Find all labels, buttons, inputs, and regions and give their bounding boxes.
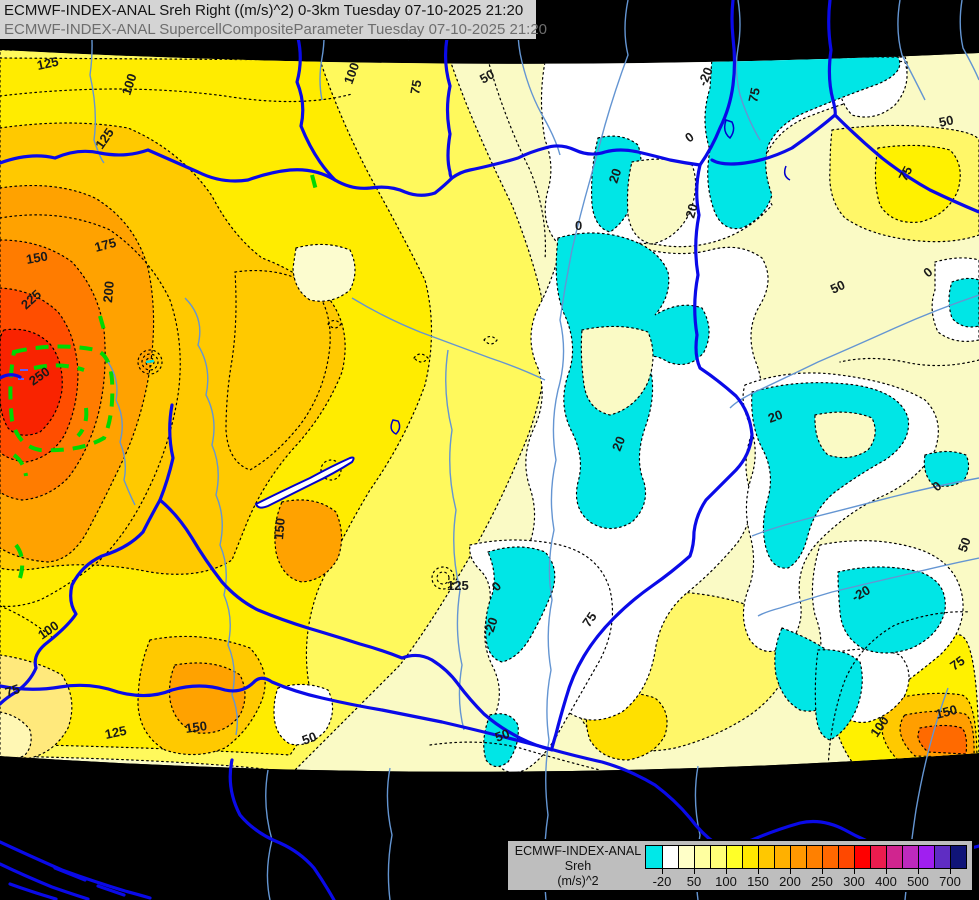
southeast-maximum — [831, 631, 979, 771]
title-line-primary: ECMWF-INDEX-ANAL Sreh Right ((m/s)^2) 0-… — [4, 2, 524, 19]
legend-tick-label: 400 — [875, 874, 897, 889]
legend-color-cell — [806, 846, 822, 868]
legend-model-name: ECMWF-INDEX-ANAL — [514, 844, 642, 858]
legend-color-cell — [790, 846, 806, 868]
legend-color-cell — [950, 846, 966, 868]
contour-label: 75 — [579, 609, 600, 629]
legend-tick-label: 100 — [715, 874, 737, 889]
contour-label: 50 — [493, 726, 512, 745]
legend-color-cell — [934, 846, 950, 868]
legend-color-cell — [646, 846, 662, 868]
legend-tick-label: 300 — [843, 874, 865, 889]
legend-color-cell — [902, 846, 918, 868]
contour-label: 100 — [119, 72, 140, 97]
legend-color-cell — [774, 846, 790, 868]
contour-label: 20 — [606, 167, 625, 185]
legend-tick-line — [694, 869, 695, 874]
legend-color-cell — [710, 846, 726, 868]
legend-tick-line — [662, 869, 663, 874]
contour-label: 100 — [341, 61, 363, 87]
legend-ticks: -20 50 100 150 200 250 300 400 500 700 — [645, 869, 967, 889]
contour-label: 150 — [934, 702, 959, 722]
legend-color-cell — [918, 846, 934, 868]
extreme-point-dots — [18, 369, 28, 380]
extra-contours — [0, 59, 979, 771]
contour-label: 50 — [477, 66, 497, 86]
contour-fill-field — [0, 50, 979, 772]
legend-tick-line — [726, 869, 727, 874]
contour-label: -20 — [481, 615, 501, 638]
contour-label: 175 — [93, 235, 118, 255]
contour-label: 150 — [25, 248, 49, 267]
legend-tick-line — [950, 869, 951, 874]
contour-label: 20 — [766, 407, 785, 426]
legend-tick-label: 250 — [811, 874, 833, 889]
legend-tick-line — [886, 869, 887, 874]
lake-balaton — [254, 456, 355, 509]
legend-color-cell — [742, 846, 758, 868]
contour-label: 20 — [682, 202, 700, 220]
title-line-secondary: ECMWF-INDEX-ANAL SupercellCompositeParam… — [4, 21, 548, 38]
title-bar: ECMWF-INDEX-ANAL Sreh Right ((m/s)^2) 0-… — [0, 0, 548, 40]
legend-tick-line — [918, 869, 919, 874]
contour-label: 20 — [609, 434, 628, 453]
legend-color-cell — [838, 846, 854, 868]
legend-title: ECMWF-INDEX-ANAL Sreh (m/s)^2 — [514, 844, 642, 889]
legend-color-cell — [694, 846, 710, 868]
legend-color-cell — [726, 846, 742, 868]
contour-label: 75 — [3, 681, 21, 700]
stipple-markers — [137, 349, 455, 590]
contour-label: 200 — [100, 280, 117, 303]
contour-label: 50 — [300, 729, 319, 748]
legend-tick-label: 150 — [747, 874, 769, 889]
legend-tick-label: -20 — [652, 874, 672, 889]
contour-label: 150 — [271, 517, 288, 540]
legend-color-cell — [886, 846, 902, 868]
contour-label: -20 — [695, 65, 716, 88]
legend-tick-line — [758, 869, 759, 874]
legend-color-cell — [758, 846, 774, 868]
contour-label: 75 — [895, 164, 915, 184]
contour-label: 125 — [447, 578, 469, 593]
legend-color-cell — [854, 846, 870, 868]
contour-label: 75 — [407, 79, 424, 96]
warm-regions — [0, 50, 549, 772]
legend-tick-label: 700 — [939, 874, 961, 889]
legend-units: (m/s)^2 — [557, 874, 599, 888]
contour-label: 75 — [947, 653, 967, 674]
legend-box: ECMWF-INDEX-ANAL Sreh (m/s)^2 -20 50 100 15… — [506, 839, 974, 892]
contour-label: 125 — [36, 54, 60, 73]
legend-color-cell — [678, 846, 694, 868]
contour-label: 150 — [184, 718, 208, 736]
legend-parameter: Sreh — [564, 859, 592, 873]
legend-tick-label: 200 — [779, 874, 801, 889]
contour-label: 50 — [938, 112, 955, 130]
legend-color-cell — [870, 846, 886, 868]
legend-tick-label: 500 — [907, 874, 929, 889]
legend-color-cell — [822, 846, 838, 868]
contour-label: 50 — [955, 535, 974, 554]
legend-tick-label: 50 — [686, 874, 702, 889]
contour-label: 75 — [745, 86, 763, 103]
legend-color-cell — [662, 846, 678, 868]
legend-tick-line — [854, 869, 855, 874]
contour-label: 0 — [575, 218, 582, 233]
legend-colorbar — [645, 845, 967, 869]
contour-label: 125 — [104, 723, 128, 742]
contour-label: 50 — [828, 277, 847, 297]
small-lakes — [390, 119, 791, 435]
green-max-contours — [8, 174, 318, 579]
legend-tick-line — [822, 869, 823, 874]
legend-tick-line — [790, 869, 791, 874]
